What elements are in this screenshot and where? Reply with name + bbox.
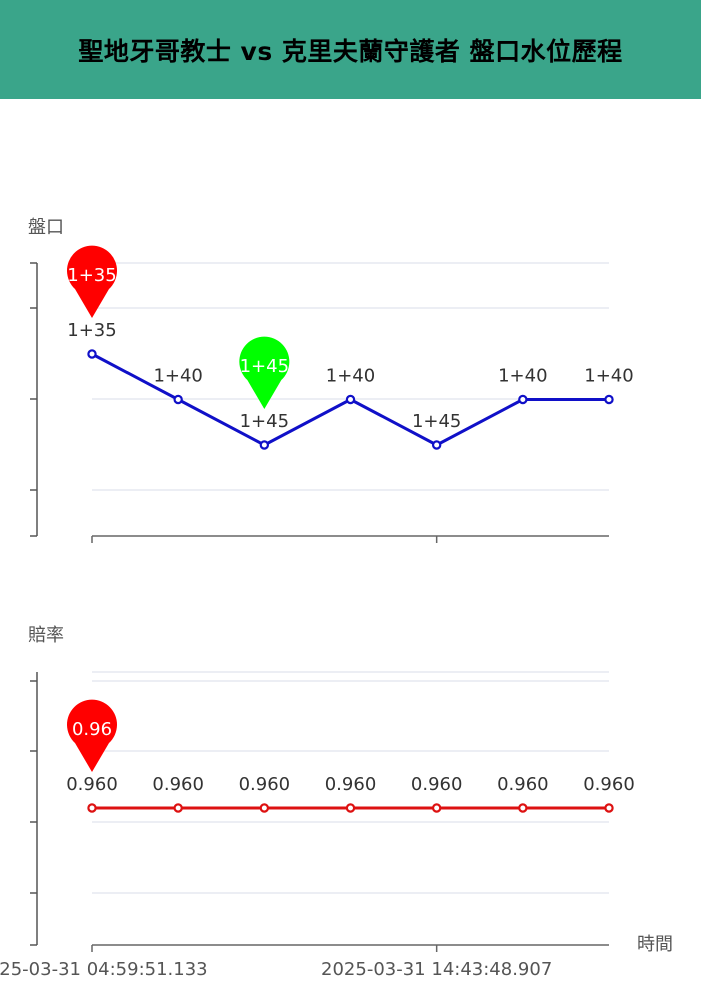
max-marker-pin-label: 1+35 — [67, 265, 116, 286]
data-point — [604, 394, 614, 405]
odds-history-chart: 盤口 1+35 1+40 1+45 1+40 1+45 1+40 1+40 1+35 1+45 賠率… — [0, 217, 673, 980]
data-label: 1+45 — [240, 411, 289, 432]
data-point — [345, 803, 356, 813]
max-marker-pin-label: 0.96 — [72, 719, 112, 740]
x-axis-label: 時間 — [637, 934, 673, 955]
data-label: 1+45 — [412, 411, 461, 432]
min-marker-pin-shape — [239, 336, 290, 409]
max-marker-pin-shape — [67, 699, 117, 772]
max-marker-pin: 0.96 — [67, 699, 117, 772]
page-title: 聖地牙哥教士 vs 克里夫蘭守護者 盤口水位歷程 — [78, 36, 623, 66]
max-marker-pin-shape — [67, 245, 117, 318]
data-point — [87, 349, 97, 359]
data-point — [431, 803, 442, 813]
data-label: 0.960 — [583, 774, 635, 795]
page-header: 聖地牙哥教士 vs 克里夫蘭守護者 盤口水位歷程 — [0, 0, 701, 99]
data-label: 0.960 — [411, 774, 463, 795]
data-label: 0.960 — [152, 774, 204, 795]
data-point — [431, 440, 442, 450]
data-point — [604, 803, 614, 813]
data-label: 0.960 — [497, 774, 549, 795]
data-label: 0.960 — [239, 774, 291, 795]
data-point — [173, 394, 183, 405]
data-label: 1+40 — [326, 366, 375, 387]
data-point — [518, 803, 528, 813]
x-tick-label: 2025-03-31 04:59:51.133 — [0, 959, 208, 980]
min-marker-pin: 1+45 — [239, 336, 290, 409]
min-marker-pin-label: 1+45 — [240, 356, 289, 377]
data-label: 0.960 — [325, 774, 377, 795]
data-label: 1+40 — [584, 366, 633, 387]
data-point — [259, 440, 270, 450]
data-label: 1+40 — [153, 366, 202, 387]
data-point — [345, 394, 356, 405]
data-label: 1+40 — [498, 366, 547, 387]
data-point — [259, 803, 270, 813]
data-point — [518, 394, 528, 405]
data-label: 0.960 — [66, 774, 118, 795]
y-axis-label: 盤口 — [28, 217, 64, 238]
max-marker-pin: 1+35 — [67, 245, 117, 318]
x-tick-label: 2025-03-31 14:43:48.907 — [321, 959, 552, 980]
data-point — [87, 803, 97, 813]
data-label: 1+35 — [67, 320, 116, 341]
data-point — [173, 803, 183, 813]
y-axis-label: 賠率 — [28, 625, 64, 646]
